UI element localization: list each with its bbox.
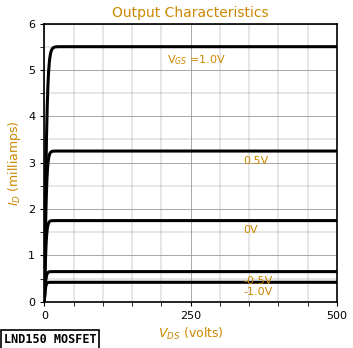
Text: -0.5V: -0.5V (243, 276, 273, 286)
Y-axis label: $I_D$ (milliamps): $I_D$ (milliamps) (6, 120, 23, 206)
Text: -1.0V: -1.0V (243, 287, 273, 298)
Text: LND150 MOSFET: LND150 MOSFET (4, 333, 96, 346)
Text: 0.5V: 0.5V (243, 156, 269, 166)
Text: V$_{GS}$ =1.0V: V$_{GS}$ =1.0V (167, 53, 226, 66)
Title: Output Characteristics: Output Characteristics (112, 6, 269, 19)
X-axis label: $V_{DS}$ (volts): $V_{DS}$ (volts) (158, 326, 223, 342)
Text: 0V: 0V (243, 225, 258, 235)
